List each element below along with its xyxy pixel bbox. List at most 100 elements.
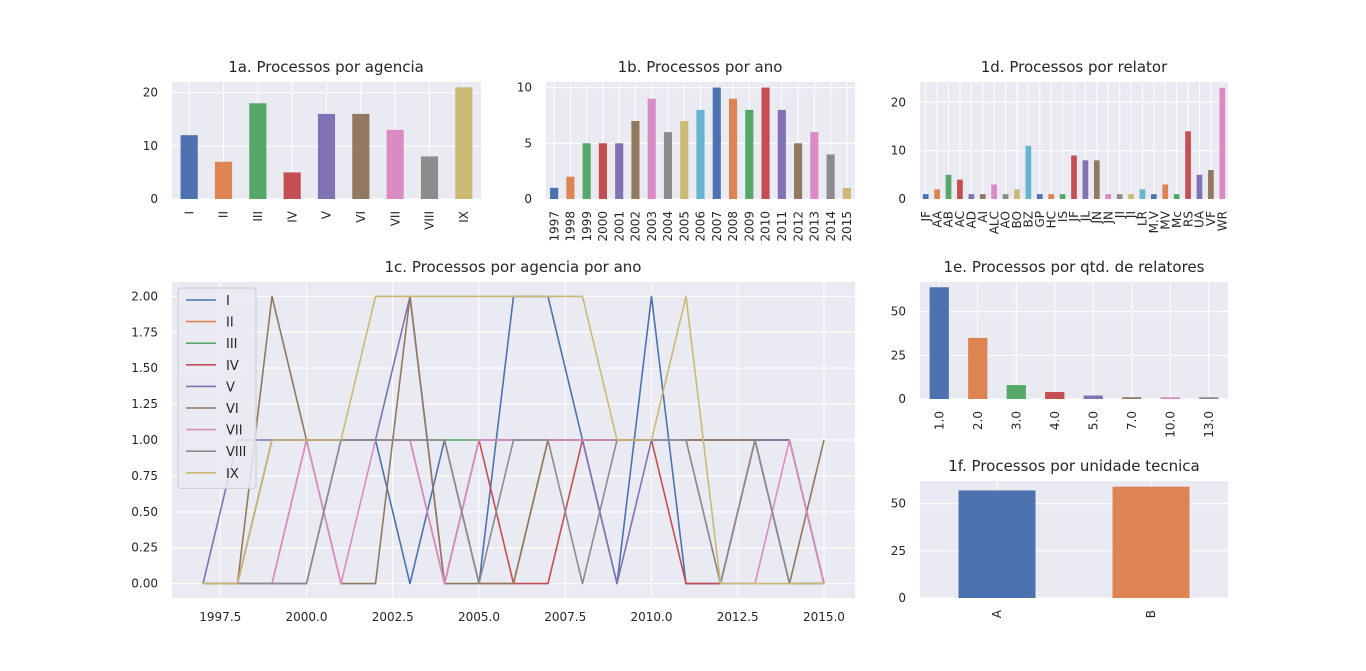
x-tick-label: 4.0	[1048, 411, 1062, 430]
y-tick-label: 0	[150, 192, 158, 206]
bar	[1160, 397, 1180, 399]
x-tick-label: 1999	[580, 211, 594, 242]
x-tick-label: 2015	[840, 211, 854, 242]
panel-processos-por-qtd-relatores: 1e. Processos por qtd. de relatores 0 25 5…	[891, 258, 1228, 438]
bar	[1071, 155, 1077, 199]
bar	[826, 154, 835, 199]
bar	[582, 143, 591, 199]
x-tick-label: IX	[457, 211, 471, 223]
x-tick-label: 5.0	[1086, 411, 1100, 430]
x-tick-label: 2006	[694, 211, 708, 242]
panel-processos-por-relator: 1d. Processos por relator 01020JFAAABACA…	[891, 58, 1230, 234]
x-tick-label: VIII	[423, 211, 437, 230]
y-tick-label: 1.75	[131, 325, 158, 339]
bar	[1059, 194, 1066, 199]
x-tick-label: 2007.5	[544, 610, 586, 624]
bar	[1208, 169, 1214, 199]
x-tick-label: 2009	[742, 211, 756, 242]
chart-title-1a: 1a. Processos por agencia	[228, 58, 424, 76]
x-tick-label: VII	[388, 211, 402, 226]
x-tick-label: JN	[1090, 211, 1104, 225]
bar	[647, 98, 656, 199]
x-tick-label: III	[251, 211, 265, 222]
bar	[1045, 392, 1065, 399]
bar	[180, 135, 198, 199]
bar	[550, 187, 559, 199]
bar	[1199, 397, 1219, 399]
bar	[1082, 160, 1089, 199]
y-tick-label: 1.25	[131, 397, 158, 411]
x-tick-label: IV	[285, 210, 299, 223]
x-tick-label: 2003	[645, 211, 659, 242]
bar	[1219, 87, 1226, 199]
bar	[386, 129, 404, 199]
x-tick-label: JI	[1124, 211, 1138, 219]
legend-label: V	[226, 380, 235, 395]
bar	[1139, 189, 1146, 199]
legend-label: II	[226, 316, 234, 331]
bar	[968, 194, 975, 199]
x-tick-label: 1998	[564, 211, 578, 242]
legend-label: IV	[226, 359, 239, 374]
bar	[934, 189, 940, 199]
x-tick-label: II	[217, 211, 231, 218]
x-tick-label: 2010.0	[630, 610, 672, 624]
bar	[979, 194, 986, 199]
x-tick-label: AC	[953, 211, 967, 227]
legend-label: I	[226, 294, 230, 309]
x-tick-label: 2000	[596, 211, 610, 242]
bar	[761, 87, 770, 199]
bar	[1083, 395, 1103, 399]
bar	[1116, 194, 1123, 199]
x-tick-label: 1997.5	[199, 610, 241, 624]
x-tick-label: 2002.5	[372, 610, 414, 624]
bar	[728, 98, 738, 199]
chart-title-1c: 1c. Processos por agencia por ano	[385, 258, 642, 276]
x-tick-label: 2004	[661, 211, 675, 242]
x-tick-label: JI	[1113, 211, 1127, 219]
x-tick-label: RS	[1181, 211, 1195, 227]
bar	[317, 113, 336, 199]
y-tick-label: 0.75	[131, 469, 158, 483]
x-tick-label: VI	[354, 211, 368, 223]
y-tick-label: 10	[143, 139, 158, 153]
y-tick-label: 10	[517, 81, 532, 95]
bar	[214, 161, 233, 199]
bar	[1006, 385, 1026, 399]
panel-processos-por-agencia-por-ano: 1c. Processos por agencia por ano 1997.5…	[131, 258, 855, 624]
bar	[249, 103, 267, 199]
y-tick-label: 25	[891, 348, 906, 362]
x-tick-label: AA	[930, 210, 944, 228]
y-tick-label: 0.25	[131, 541, 158, 555]
legend-label: III	[226, 337, 238, 352]
x-tick-label: JF	[1067, 211, 1081, 223]
legend-label: VI	[226, 402, 239, 417]
x-tick-label: AO	[999, 211, 1013, 228]
bar	[566, 176, 575, 199]
bar	[283, 172, 301, 199]
x-tick-label: 2002	[629, 211, 643, 242]
legend-label: VIII	[226, 445, 246, 460]
x-tick-label: IS	[1056, 211, 1070, 222]
x-tick-label: WR	[1215, 211, 1229, 231]
x-tick-label: VF	[1204, 211, 1218, 226]
bar	[922, 194, 929, 199]
y-tick-label: 0.50	[131, 505, 158, 519]
x-tick-label: 2012	[791, 211, 805, 242]
bar	[945, 174, 952, 199]
y-tick-label: 0	[898, 192, 906, 206]
y-tick-label: 1.50	[131, 361, 158, 375]
bar	[1105, 194, 1112, 199]
y-tick-label: 0.00	[131, 577, 158, 591]
bar	[991, 184, 997, 199]
x-tick-label: 2000.0	[286, 610, 328, 624]
x-tick-label: 2007	[710, 211, 724, 242]
bar	[1025, 145, 1032, 199]
x-tick-label: 10.0	[1163, 411, 1177, 438]
bar	[1014, 189, 1020, 199]
bar	[777, 109, 786, 199]
y-tick-label: 5	[524, 136, 532, 150]
x-tick-label: B	[1144, 610, 1158, 618]
y-tick-label: 10	[891, 144, 906, 158]
